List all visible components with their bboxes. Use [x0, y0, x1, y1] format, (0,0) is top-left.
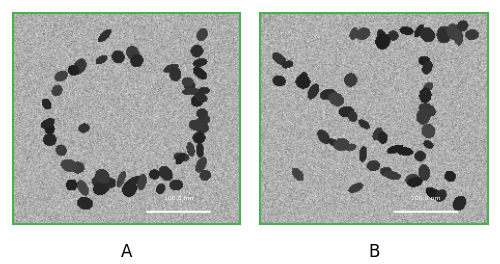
- Text: A: A: [120, 243, 132, 261]
- Text: 100.0 nm: 100.0 nm: [412, 196, 441, 201]
- Text: 100.0 nm: 100.0 nm: [164, 196, 194, 201]
- Text: B: B: [368, 243, 380, 261]
